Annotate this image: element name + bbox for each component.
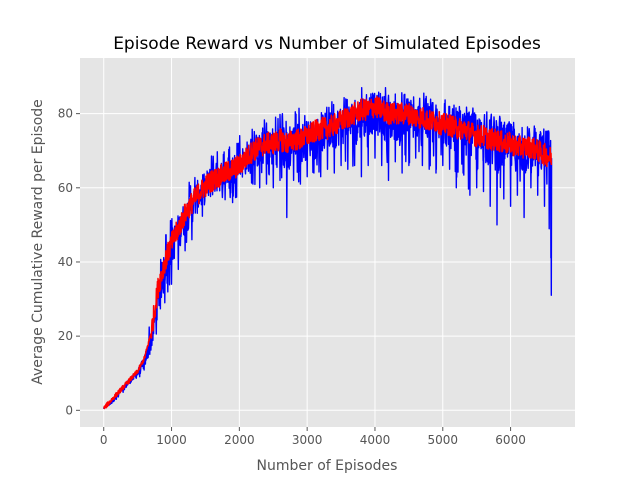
- y-tick-label: 20: [58, 329, 73, 343]
- x-tick-label: 6000: [495, 433, 526, 447]
- x-tick-label: 5000: [428, 433, 459, 447]
- x-tick-label: 1000: [156, 433, 187, 447]
- tick-labels: 0 1000 2000 3000 4000 5000 6000 0 20 40 60 80: [58, 107, 526, 447]
- y-tick-label: 80: [58, 107, 73, 121]
- x-tick-label: 4000: [360, 433, 391, 447]
- chart-title: Episode Reward vs Number of Simulated Ep…: [113, 34, 541, 54]
- y-tick-label: 60: [58, 181, 73, 195]
- x-tick-label: 2000: [224, 433, 255, 447]
- x-tick-label: 3000: [292, 433, 323, 447]
- y-tick-label: 40: [58, 255, 73, 269]
- x-axis-label: Number of Episodes: [257, 458, 398, 474]
- y-tick-label: 0: [65, 403, 73, 417]
- series-line-smooth: [103, 95, 553, 410]
- y-axis-label: Average Cumulative Reward per Episode: [30, 99, 46, 385]
- x-tick-label: 0: [100, 433, 108, 447]
- series-layer: [103, 87, 553, 410]
